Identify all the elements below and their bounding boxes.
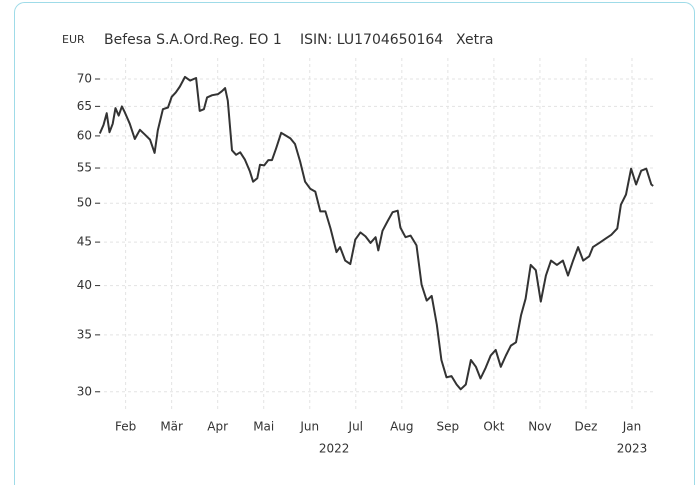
x-tick-label: Jun [299, 420, 319, 434]
currency: EUR [62, 33, 85, 46]
y-tick-label: 45 [77, 235, 92, 249]
exchange: Xetra [456, 32, 493, 48]
isin: ISIN: LU1704650164 [300, 32, 443, 48]
x-tick-label: Okt [483, 420, 504, 434]
y-tick-label: 30 [77, 384, 92, 398]
y-tick-label: 50 [77, 196, 92, 210]
x-tick-label: Apr [207, 420, 228, 434]
x-tick-label: Aug [390, 420, 413, 434]
x-tick-label: Nov [528, 420, 551, 434]
x-tick-label: Dez [574, 420, 597, 434]
chart-title: Befesa S.A.Ord.Reg. EO 1 [104, 32, 282, 48]
x-tick-label: Sep [437, 420, 460, 434]
x-tick-label: Jul [348, 420, 363, 434]
y-tick-label: 70 [77, 72, 92, 86]
x-tick-label: Mai [253, 420, 274, 434]
x-tick-label: Mär [160, 420, 183, 434]
x-labels: JanFebMärAprMaiJunJulAugSepOktNovDezJanF… [115, 420, 642, 434]
year-label: 2022 [319, 442, 350, 456]
year-label: 2023 [617, 442, 648, 456]
y-tick-label: 55 [77, 161, 92, 175]
y-tick-label: 60 [77, 128, 92, 142]
x-tick-label: Feb [115, 420, 136, 434]
y-tick-label: 35 [77, 327, 92, 341]
y-tick-label: 40 [77, 278, 92, 292]
y-tick-label: 65 [77, 99, 92, 113]
price-line [98, 75, 654, 391]
x-tick-label: Jan [622, 420, 642, 434]
